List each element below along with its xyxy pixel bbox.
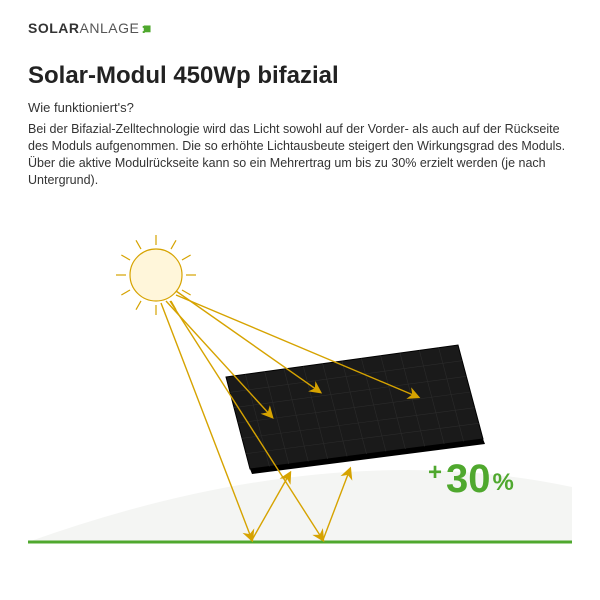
logo-part1: SOLAR [28,20,80,36]
description-body: Bei der Bifazial-Zelltechnologie wird da… [28,121,572,189]
brand-logo: SOLARANLAGE:■ [28,20,572,36]
logo-part2: ANLAGE [80,20,140,36]
logo-accent: :■ [141,20,148,36]
diagram-svg [28,197,572,577]
gain-plus: + [428,459,442,486]
page-title: Solar-Modul 450Wp bifazial [28,62,572,90]
gain-pct: % [493,469,514,496]
subtitle: Wie funktioniert's? [28,100,572,115]
bifacial-diagram: +30% [28,197,572,577]
gain-callout: +30% [428,457,514,502]
gain-value: 30 [446,457,491,501]
